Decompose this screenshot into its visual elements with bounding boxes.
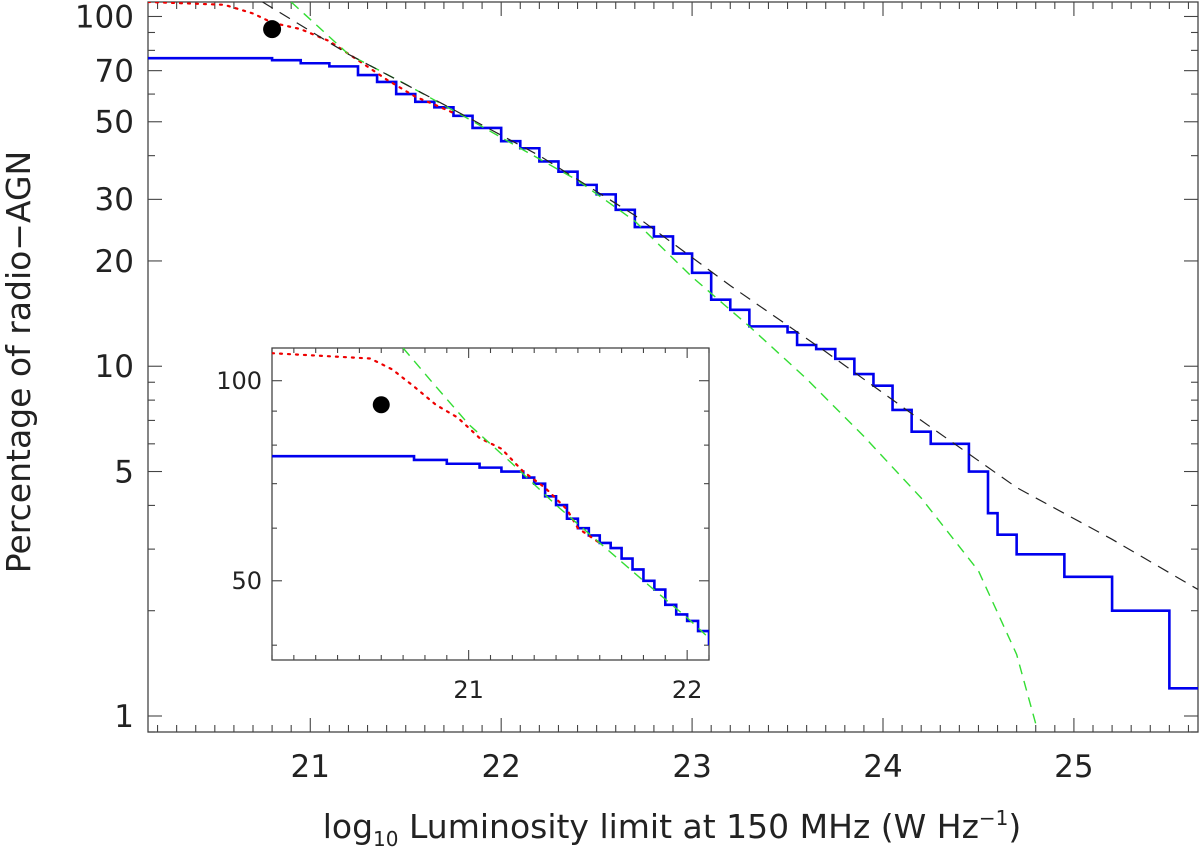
x-axis-title-sup: −1 bbox=[979, 806, 1008, 830]
main-data-point-marker bbox=[263, 20, 282, 39]
main-y-tick-label: 30 bbox=[95, 182, 134, 218]
main-x-tick-label: 21 bbox=[291, 749, 330, 785]
main-x-tick-label: 23 bbox=[672, 749, 711, 785]
main-y-tick-label: 50 bbox=[95, 105, 134, 141]
x-axis-title-post: ) bbox=[1008, 807, 1021, 846]
main-y-tick-label: 1 bbox=[114, 699, 134, 735]
inset-series-solid-blue bbox=[272, 454, 709, 646]
main-series-solid-blue bbox=[148, 56, 1198, 690]
inset-series-dotted-red bbox=[272, 352, 601, 545]
main-y-tick-label: 100 bbox=[75, 0, 134, 35]
inset-x-tick-label: 21 bbox=[453, 676, 484, 704]
inset-y-tick-label: 50 bbox=[231, 567, 262, 595]
x-axis-title-pre: log bbox=[323, 807, 373, 846]
x-axis-title-mid: Luminosity limit at 150 MHz (W Hz bbox=[399, 807, 979, 846]
main-x-tick-label: 22 bbox=[481, 749, 520, 785]
x-axis-title: log10 Luminosity limit at 150 MHz (W Hz−… bbox=[323, 806, 1022, 848]
main-y-tick-label: 20 bbox=[95, 244, 134, 280]
x-axis-title-sub: 10 bbox=[373, 827, 398, 848]
inset-x-tick-label: 22 bbox=[672, 676, 703, 704]
main-y-tick-label: 70 bbox=[95, 54, 134, 90]
y-axis-title: Percentage of radio−AGN bbox=[0, 151, 38, 573]
main-series-dashed-green bbox=[290, 2, 1037, 724]
main-y-tick-label: 10 bbox=[95, 349, 134, 385]
inset-series-group bbox=[272, 348, 709, 646]
main-series-group bbox=[148, 2, 1198, 724]
main-y-tick-label: 5 bbox=[114, 454, 134, 490]
main-series-dotted-red bbox=[148, 2, 455, 115]
inset-data-point-marker bbox=[372, 396, 390, 414]
main-series-dashed-black bbox=[262, 2, 1198, 590]
main-x-tick-label: 25 bbox=[1054, 749, 1093, 785]
inset-y-tick-label: 100 bbox=[216, 367, 262, 395]
inset-frame bbox=[271, 347, 710, 661]
inset-plot: 21 22 50 100 bbox=[216, 347, 710, 704]
main-x-tick-label: 24 bbox=[863, 749, 902, 785]
